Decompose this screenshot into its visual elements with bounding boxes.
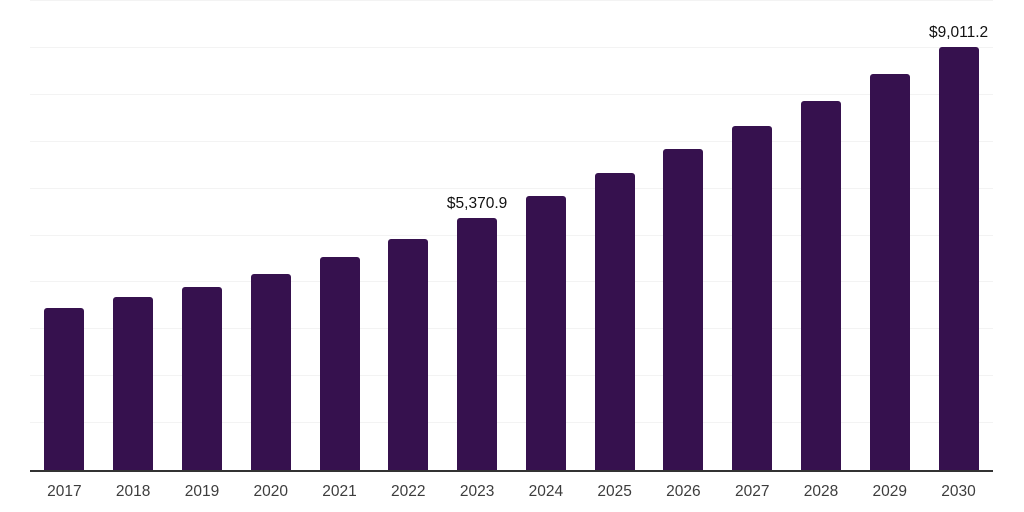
bar-2029 (869, 73, 910, 470)
x-tick-2023: 2023 (459, 483, 495, 500)
x-tick-2024: 2024 (528, 483, 564, 500)
bar-slot-2024 (511, 1, 580, 470)
x-tick-2027: 2027 (734, 483, 770, 500)
bar-slot-2030: $9,011.2 (924, 1, 993, 470)
bar-2018 (113, 296, 154, 470)
gridline (30, 93, 993, 95)
bar-2025 (594, 172, 635, 470)
data-label-2030: $9,011.2 (928, 24, 989, 42)
bar-slot-2019 (168, 1, 237, 470)
bar-slot-2027 (718, 1, 787, 470)
x-tick-2029: 2029 (872, 483, 907, 500)
bar-slot-2021 (305, 1, 374, 470)
data-label-2023: $5,370.9 (446, 195, 508, 213)
bars-layer: $5,370.9 $9,011.2 (30, 1, 993, 470)
gridline (30, 328, 993, 330)
bar-slot-2028 (787, 1, 856, 470)
bar-2020 (250, 274, 291, 470)
bar-slot-2020 (236, 1, 305, 470)
gridline (30, 422, 993, 424)
x-tick-2017: 2017 (47, 483, 82, 500)
gridline (30, 375, 993, 377)
gridline (30, 234, 993, 236)
bar-slot-2017 (30, 1, 99, 470)
bar-2030 (938, 47, 979, 470)
bar-2019 (181, 286, 222, 470)
bar-2027 (732, 125, 773, 470)
x-tick-2026: 2026 (666, 483, 701, 500)
bar-slot-2029 (855, 1, 924, 470)
bar-2028 (800, 100, 841, 470)
bar-2026 (663, 149, 704, 470)
x-tick-2022: 2022 (391, 483, 426, 500)
x-tick-2028: 2028 (803, 483, 839, 500)
x-tick-2021: 2021 (322, 483, 357, 500)
bar-slot-2026 (649, 1, 718, 470)
gridline (30, 0, 993, 1)
x-tick-2020: 2020 (253, 483, 288, 500)
bar-2021 (319, 257, 360, 470)
bar-2022 (388, 239, 429, 470)
bar-slot-2023: $5,370.9 (443, 1, 512, 470)
x-tick-2030: 2030 (941, 483, 976, 500)
x-tick-2019: 2019 (184, 483, 220, 500)
bar-2017 (44, 307, 85, 470)
plot-area: $5,370.9 $9,011.2 (30, 0, 993, 472)
gridlines (30, 0, 993, 470)
x-tick-2018: 2018 (115, 483, 151, 500)
x-axis-labels: 2017 2018 2019 2020 2021 2022 2023 2024 2025 2026… (30, 481, 993, 503)
bar-slot-2022 (374, 1, 443, 470)
bar-slot-2025 (580, 1, 649, 470)
gridline (30, 46, 993, 48)
bar-2023 (457, 218, 498, 470)
gridline (30, 281, 993, 283)
gridline (30, 187, 993, 189)
gridline (30, 140, 993, 142)
x-tick-2025: 2025 (597, 483, 632, 500)
bar-2024 (525, 195, 566, 470)
bar-slot-2018 (99, 1, 168, 470)
